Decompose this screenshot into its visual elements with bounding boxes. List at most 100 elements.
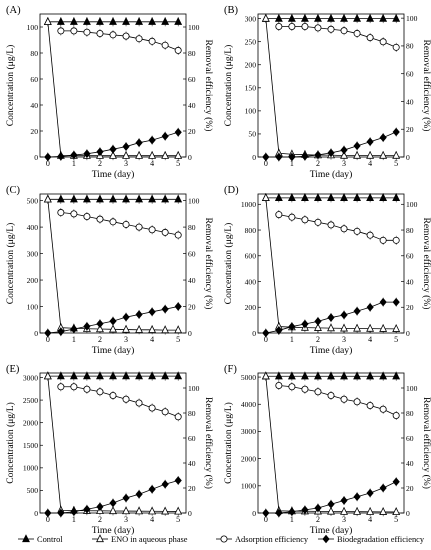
y2-tick-label: 0 [406, 509, 410, 518]
series-line [60, 212, 179, 236]
y2-tick-label: 20 [188, 127, 196, 136]
data-point [43, 371, 52, 380]
y-tick-label: 5000 [241, 373, 256, 382]
data-point [148, 150, 157, 159]
x-tick-label: 0 [46, 335, 50, 344]
x-tick-label: 2 [316, 159, 320, 168]
y-tick-label: 50 [248, 130, 256, 139]
series-line [265, 197, 397, 330]
data-point [148, 371, 157, 380]
series-adsorption-efficiency [57, 208, 182, 240]
x-tick-label: 2 [98, 515, 102, 524]
x-tick-label: 5 [394, 515, 398, 524]
data-point [148, 404, 156, 412]
series-line [278, 385, 397, 416]
data-point [392, 43, 400, 51]
y2-tick-label: 60 [406, 252, 414, 261]
data-point [275, 152, 283, 162]
y2-tick-label: 20 [406, 484, 414, 493]
legend-marker [322, 534, 330, 544]
legend-marker [96, 534, 104, 543]
data-point [161, 194, 170, 203]
x-tick-label: 0 [46, 159, 50, 168]
data-point [70, 210, 78, 218]
y2-tick-label: 40 [188, 101, 196, 110]
data-point [148, 307, 156, 317]
data-point [69, 194, 78, 203]
data-point [379, 483, 387, 493]
x-tick-label: 5 [176, 515, 180, 524]
data-point [275, 22, 283, 30]
x-tick-label: 4 [368, 159, 372, 168]
series-eno-in-aqueous-phase [261, 193, 401, 334]
data-point [109, 31, 117, 39]
data-point [174, 371, 183, 380]
y2-tick-label: 100 [188, 196, 200, 205]
y2-axis-title: Removal efficiency (%) [203, 218, 214, 310]
series-biodegradation-efficiency [262, 127, 400, 162]
data-point [353, 150, 362, 159]
data-point [366, 488, 374, 498]
panel-label: (F) [224, 364, 237, 375]
data-point [70, 507, 78, 517]
data-point [366, 401, 374, 409]
x-tick-label: 1 [72, 159, 76, 168]
data-point [353, 398, 361, 406]
y-tick-label: 400 [245, 277, 257, 286]
y2-tick-label: 60 [406, 69, 414, 78]
data-point [366, 13, 375, 22]
y-tick-label: 800 [245, 226, 257, 235]
y2-tick-label: 80 [406, 409, 414, 418]
data-point [135, 399, 143, 407]
data-point [301, 216, 309, 224]
x-tick-label: 2 [316, 515, 320, 524]
data-point [161, 150, 170, 159]
data-point [327, 13, 335, 22]
x-tick-label: 4 [150, 159, 154, 168]
data-point [379, 13, 388, 22]
data-point [82, 194, 91, 203]
y-tick-label: 500 [27, 486, 39, 495]
y2-tick-label: 0 [188, 329, 192, 338]
x-tick-label: 4 [368, 335, 372, 344]
x-tick-label: 4 [368, 515, 372, 524]
data-point [135, 506, 144, 515]
data-point [96, 371, 104, 380]
data-point [274, 193, 283, 201]
data-point [174, 128, 182, 137]
panel-label: (A) [6, 5, 21, 16]
data-point [135, 325, 144, 333]
data-point [83, 322, 91, 331]
y2-axis-title: Removal efficiency (%) [421, 397, 431, 489]
data-point [366, 137, 374, 146]
data-point [148, 325, 157, 333]
y2-tick-label: 0 [406, 153, 410, 162]
y-axis-title: Concentration (μg/L) [5, 223, 16, 305]
y2-tick-label: 80 [188, 409, 196, 418]
data-point [135, 489, 143, 499]
data-point [366, 506, 375, 515]
data-point [174, 46, 182, 54]
series-biodegradation-efficiency [262, 477, 400, 518]
data-point [109, 324, 117, 333]
data-point [96, 324, 104, 333]
y2-tick-label: 40 [406, 459, 414, 468]
series-adsorption-efficiency [275, 21, 400, 52]
data-point [314, 150, 322, 160]
y-tick-label: 400 [27, 223, 39, 232]
data-point [135, 194, 144, 203]
data-point [161, 325, 170, 334]
data-point [288, 383, 296, 391]
data-point [69, 17, 78, 25]
y2-tick-label: 40 [188, 276, 196, 285]
y2-tick-label: 40 [188, 459, 196, 468]
data-point [327, 323, 335, 332]
y-tick-label: 200 [27, 276, 39, 285]
data-point [57, 327, 65, 336]
data-point [353, 29, 361, 37]
x-axis-title: Time (day) [92, 345, 135, 356]
data-point [301, 385, 309, 393]
x-tick-label: 3 [124, 159, 128, 168]
y2-tick-label: 60 [188, 249, 196, 258]
data-point [287, 13, 296, 22]
